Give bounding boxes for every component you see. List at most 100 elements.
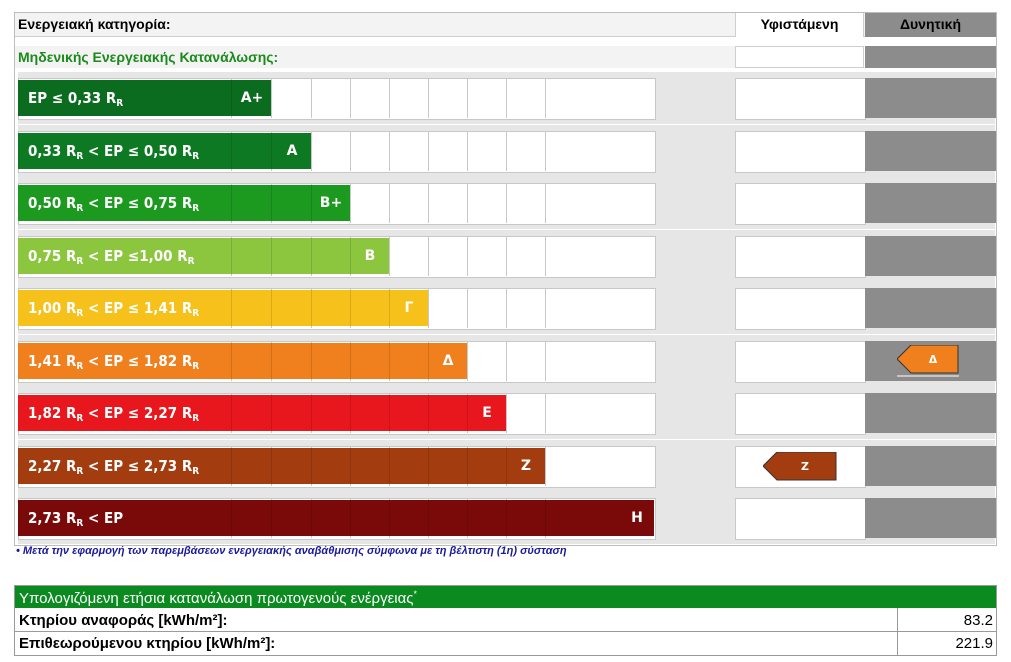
scale-grid-line <box>545 236 546 276</box>
bar-grid-line <box>311 448 312 484</box>
bar-grid-line <box>350 343 351 379</box>
potential-cell <box>865 183 996 223</box>
energy-class-bar <box>18 448 545 484</box>
energy-class-letter: B+ <box>319 195 343 211</box>
zero-energy-row <box>15 46 735 68</box>
energy-class-letter: A <box>286 143 298 159</box>
existing-cell <box>735 131 866 173</box>
existing-class-arrow: Z <box>763 452 837 481</box>
existing-class-arrow-letter: Z <box>801 460 809 473</box>
scale-grid-line <box>467 288 468 328</box>
scale-grid-line <box>506 183 507 223</box>
existing-header-cell <box>735 13 864 37</box>
existing-column-header: Υφιστάμενη <box>760 16 839 32</box>
scale-grid-line <box>350 183 351 223</box>
energy-class-range: 2,27 RR < EP ≤ 2,73 RR <box>28 457 200 477</box>
summary-title: Υπολογιζόμενη ετήσια κατανάλωση πρωτογεν… <box>19 589 418 607</box>
bar-grid-line <box>389 448 390 484</box>
energy-class-range: 2,73 RR < EP <box>28 509 124 529</box>
reference-building-value: 83.2 <box>963 612 993 629</box>
scale-grid-line <box>428 183 429 223</box>
bar-grid-line <box>311 238 312 274</box>
bar-grid-line <box>506 448 507 484</box>
bar-grid-line <box>311 290 312 326</box>
bar-grid-line <box>271 343 272 379</box>
zero-energy-existing-cell <box>735 46 864 68</box>
potential-cell <box>865 446 996 486</box>
scale-grid-line <box>350 78 351 118</box>
scale-grid-line <box>467 341 468 381</box>
bar-grid-line <box>428 500 429 536</box>
scale-grid-line <box>506 341 507 381</box>
potential-class-arrow: Δ <box>897 345 959 377</box>
bar-grid-line <box>350 500 351 536</box>
scale-grid-line <box>271 78 272 118</box>
existing-class-arrow-shape <box>763 452 837 481</box>
bar-grid-line <box>231 290 232 326</box>
energy-class-range: 1,41 RR < EP ≤ 1,82 RR <box>28 352 200 372</box>
energy-category-label: Ενεργειακή κατηγορία: <box>18 16 171 32</box>
bar-grid-line <box>428 448 429 484</box>
energy-class-bar <box>18 290 428 326</box>
energy-class-letter: B <box>364 248 376 264</box>
bar-grid-line <box>467 395 468 431</box>
energy-class-bar <box>18 395 506 431</box>
bar-grid-line <box>389 290 390 326</box>
reference-building-label: Κτηρίου αναφοράς [kWh/m²]: <box>19 612 228 629</box>
bar-grid-line <box>231 80 232 116</box>
potential-class-arrow-shape <box>897 345 959 374</box>
scale-grid-line <box>545 78 546 118</box>
scale-grid-line <box>350 131 351 171</box>
bar-grid-line <box>350 290 351 326</box>
potential-cell <box>865 78 996 118</box>
bar-grid-line <box>389 395 390 431</box>
bar-grid-line <box>231 238 232 274</box>
bar-grid-line <box>311 343 312 379</box>
potential-header-cell <box>865 13 996 37</box>
scale-grid-line <box>467 236 468 276</box>
scale-grid-line <box>389 183 390 223</box>
scale-grid-line <box>545 288 546 328</box>
scale-grid-line <box>389 131 390 171</box>
scale-grid-line <box>467 183 468 223</box>
scale-grid-line <box>545 446 546 486</box>
energy-class-range: 0,50 RR < EP ≤ 0,75 RR <box>28 194 200 214</box>
existing-cell <box>735 341 866 383</box>
scale-grid-line <box>428 131 429 171</box>
bar-grid-line <box>231 133 232 169</box>
existing-cell <box>735 183 866 225</box>
energy-class-letter: Γ <box>404 300 414 316</box>
bar-grid-line <box>271 395 272 431</box>
potential-cell <box>865 498 996 538</box>
scale-grid-line <box>311 78 312 118</box>
potential-cell <box>865 393 996 433</box>
bar-grid-line <box>467 500 468 536</box>
energy-class-range: EP ≤ 0,33 RR <box>28 89 124 109</box>
energy-class-letter: E <box>482 405 492 421</box>
scale-grid-line <box>389 78 390 118</box>
summary-row-reference <box>15 608 996 632</box>
bar-grid-line <box>311 395 312 431</box>
bar-grid-line <box>231 343 232 379</box>
energy-class-range: 0,75 RR < EP ≤1,00 RR <box>28 247 195 267</box>
bar-grid-line <box>311 185 312 221</box>
existing-cell <box>735 393 866 435</box>
bar-grid-line <box>545 500 546 536</box>
bar-grid-line <box>271 185 272 221</box>
energy-class-bar <box>18 343 467 379</box>
energy-class-range: 1,82 RR < EP ≤ 2,27 RR <box>28 404 200 424</box>
bar-grid-line <box>389 343 390 379</box>
energy-class-bar <box>18 185 350 221</box>
summary-table <box>14 585 997 656</box>
bar-grid-line <box>428 395 429 431</box>
energy-class-letter: Δ <box>442 353 454 369</box>
energy-class-range: 1,00 RR < EP ≤ 1,41 RR <box>28 299 200 319</box>
energy-class-letter: Z <box>520 458 532 474</box>
bar-grid-line <box>231 395 232 431</box>
bar-grid-line <box>271 238 272 274</box>
scale-grid-line <box>506 288 507 328</box>
bar-grid-line <box>271 500 272 536</box>
footnote: • Μετά την εφαρμογή των παρεμβάσεων ενερ… <box>16 545 567 557</box>
bar-grid-line <box>506 500 507 536</box>
scale-grid-line <box>545 183 546 223</box>
